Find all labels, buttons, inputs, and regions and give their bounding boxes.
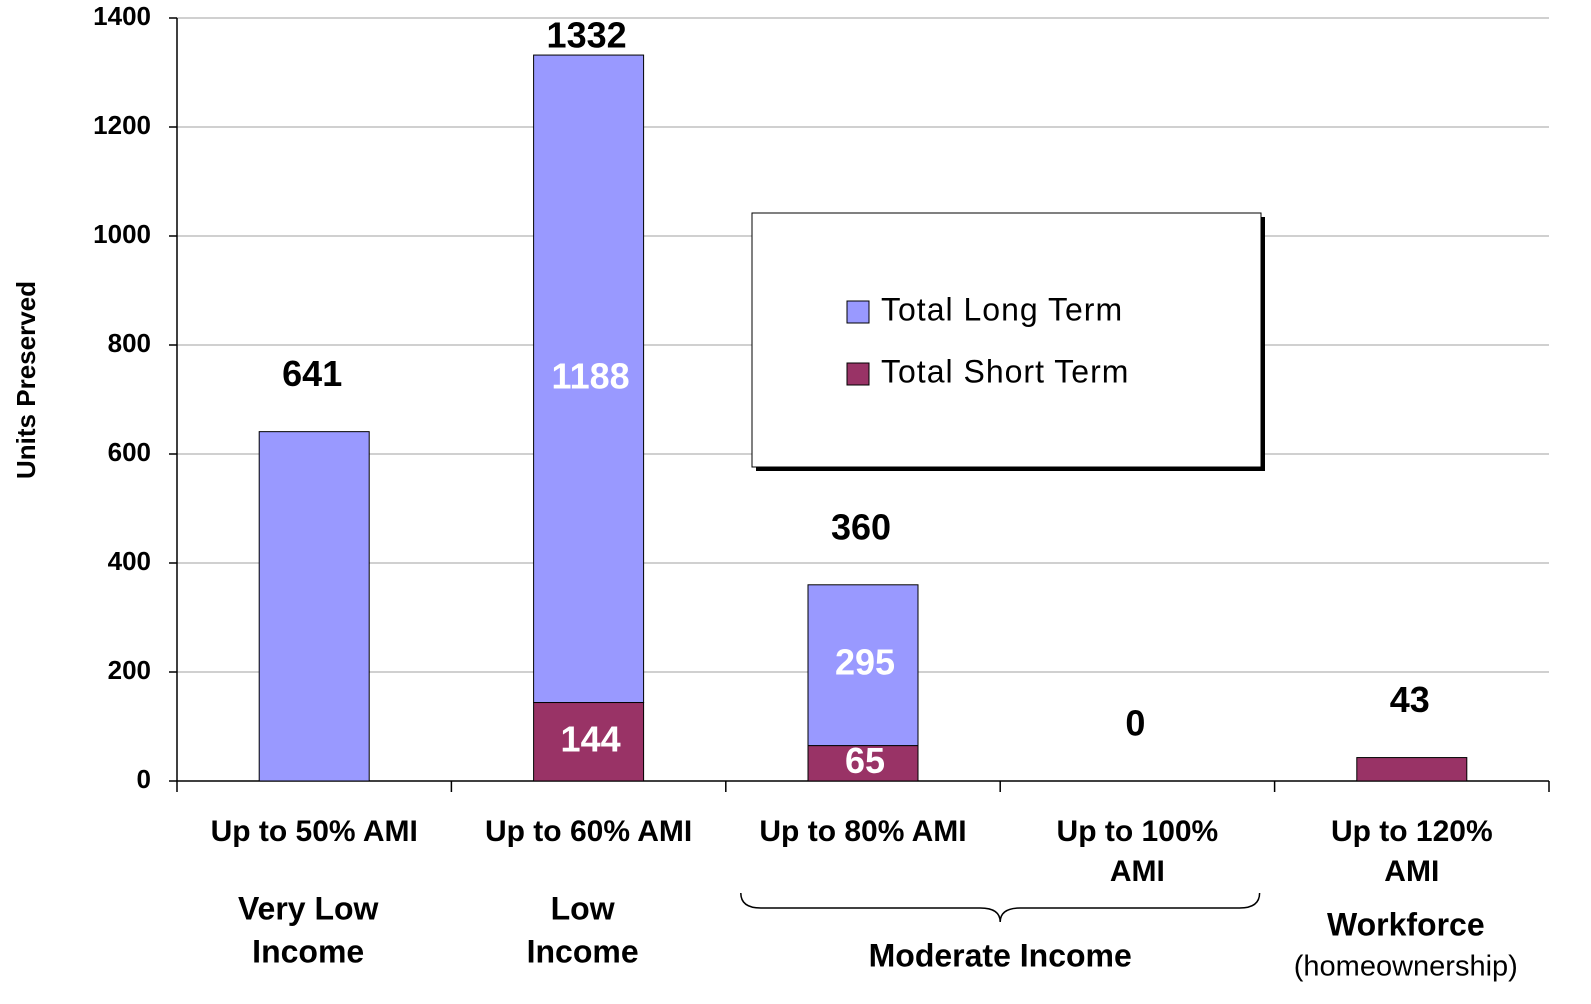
- y-tick-label: 1000: [93, 219, 151, 249]
- y-tick-label: 200: [108, 655, 151, 685]
- y-tick-label: 600: [108, 437, 151, 467]
- bar-segment: [807, 584, 919, 747]
- group-label: Income: [252, 933, 364, 969]
- legend-swatch: [846, 362, 870, 386]
- value-label: 295: [835, 642, 895, 683]
- group-label: Moderate Income: [869, 937, 1132, 973]
- y-tick-label: 1400: [93, 1, 151, 31]
- x-tick-label: Up to 50% AMI: [211, 815, 418, 848]
- x-tick-label: AMI: [1110, 855, 1165, 888]
- legend-label: Total Long Term: [881, 291, 1123, 327]
- group-label: Low: [551, 890, 615, 926]
- x-tick-label: Up to 80% AMI: [759, 815, 966, 848]
- y-tick-label: 1200: [93, 110, 151, 140]
- x-tick-label: Up to 60% AMI: [485, 815, 692, 848]
- legend-swatch: [846, 300, 870, 324]
- group-brace: [740, 892, 1261, 923]
- group-label: (homeownership): [1294, 951, 1518, 983]
- group-label: Workforce: [1327, 906, 1485, 942]
- bar-segment: [258, 431, 370, 782]
- x-tick-label: Up to 100%: [1057, 815, 1219, 848]
- y-tick-label: 400: [108, 546, 151, 576]
- total-label: 641: [282, 353, 342, 394]
- bar-segment: [533, 54, 645, 704]
- total-label: 1332: [547, 15, 627, 56]
- legend: [751, 212, 1262, 468]
- bar-segment: [1356, 757, 1468, 782]
- y-tick-label: 0: [137, 764, 151, 794]
- value-label: 144: [561, 718, 621, 759]
- x-tick-label: AMI: [1384, 855, 1439, 888]
- total-label: 360: [831, 506, 891, 547]
- total-label: 43: [1390, 679, 1430, 720]
- value-label: 1188: [552, 355, 630, 396]
- legend-label: Total Short Term: [881, 353, 1129, 389]
- bar-segment: [533, 702, 645, 782]
- x-tick-label: Up to 120%: [1331, 815, 1493, 848]
- total-label: 0: [1125, 703, 1145, 744]
- y-axis-label: Units Preserved: [11, 281, 41, 479]
- value-label: 65: [845, 740, 885, 781]
- y-tick-label: 800: [108, 328, 151, 358]
- group-label: Very Low: [238, 890, 379, 926]
- group-label: Income: [527, 933, 639, 969]
